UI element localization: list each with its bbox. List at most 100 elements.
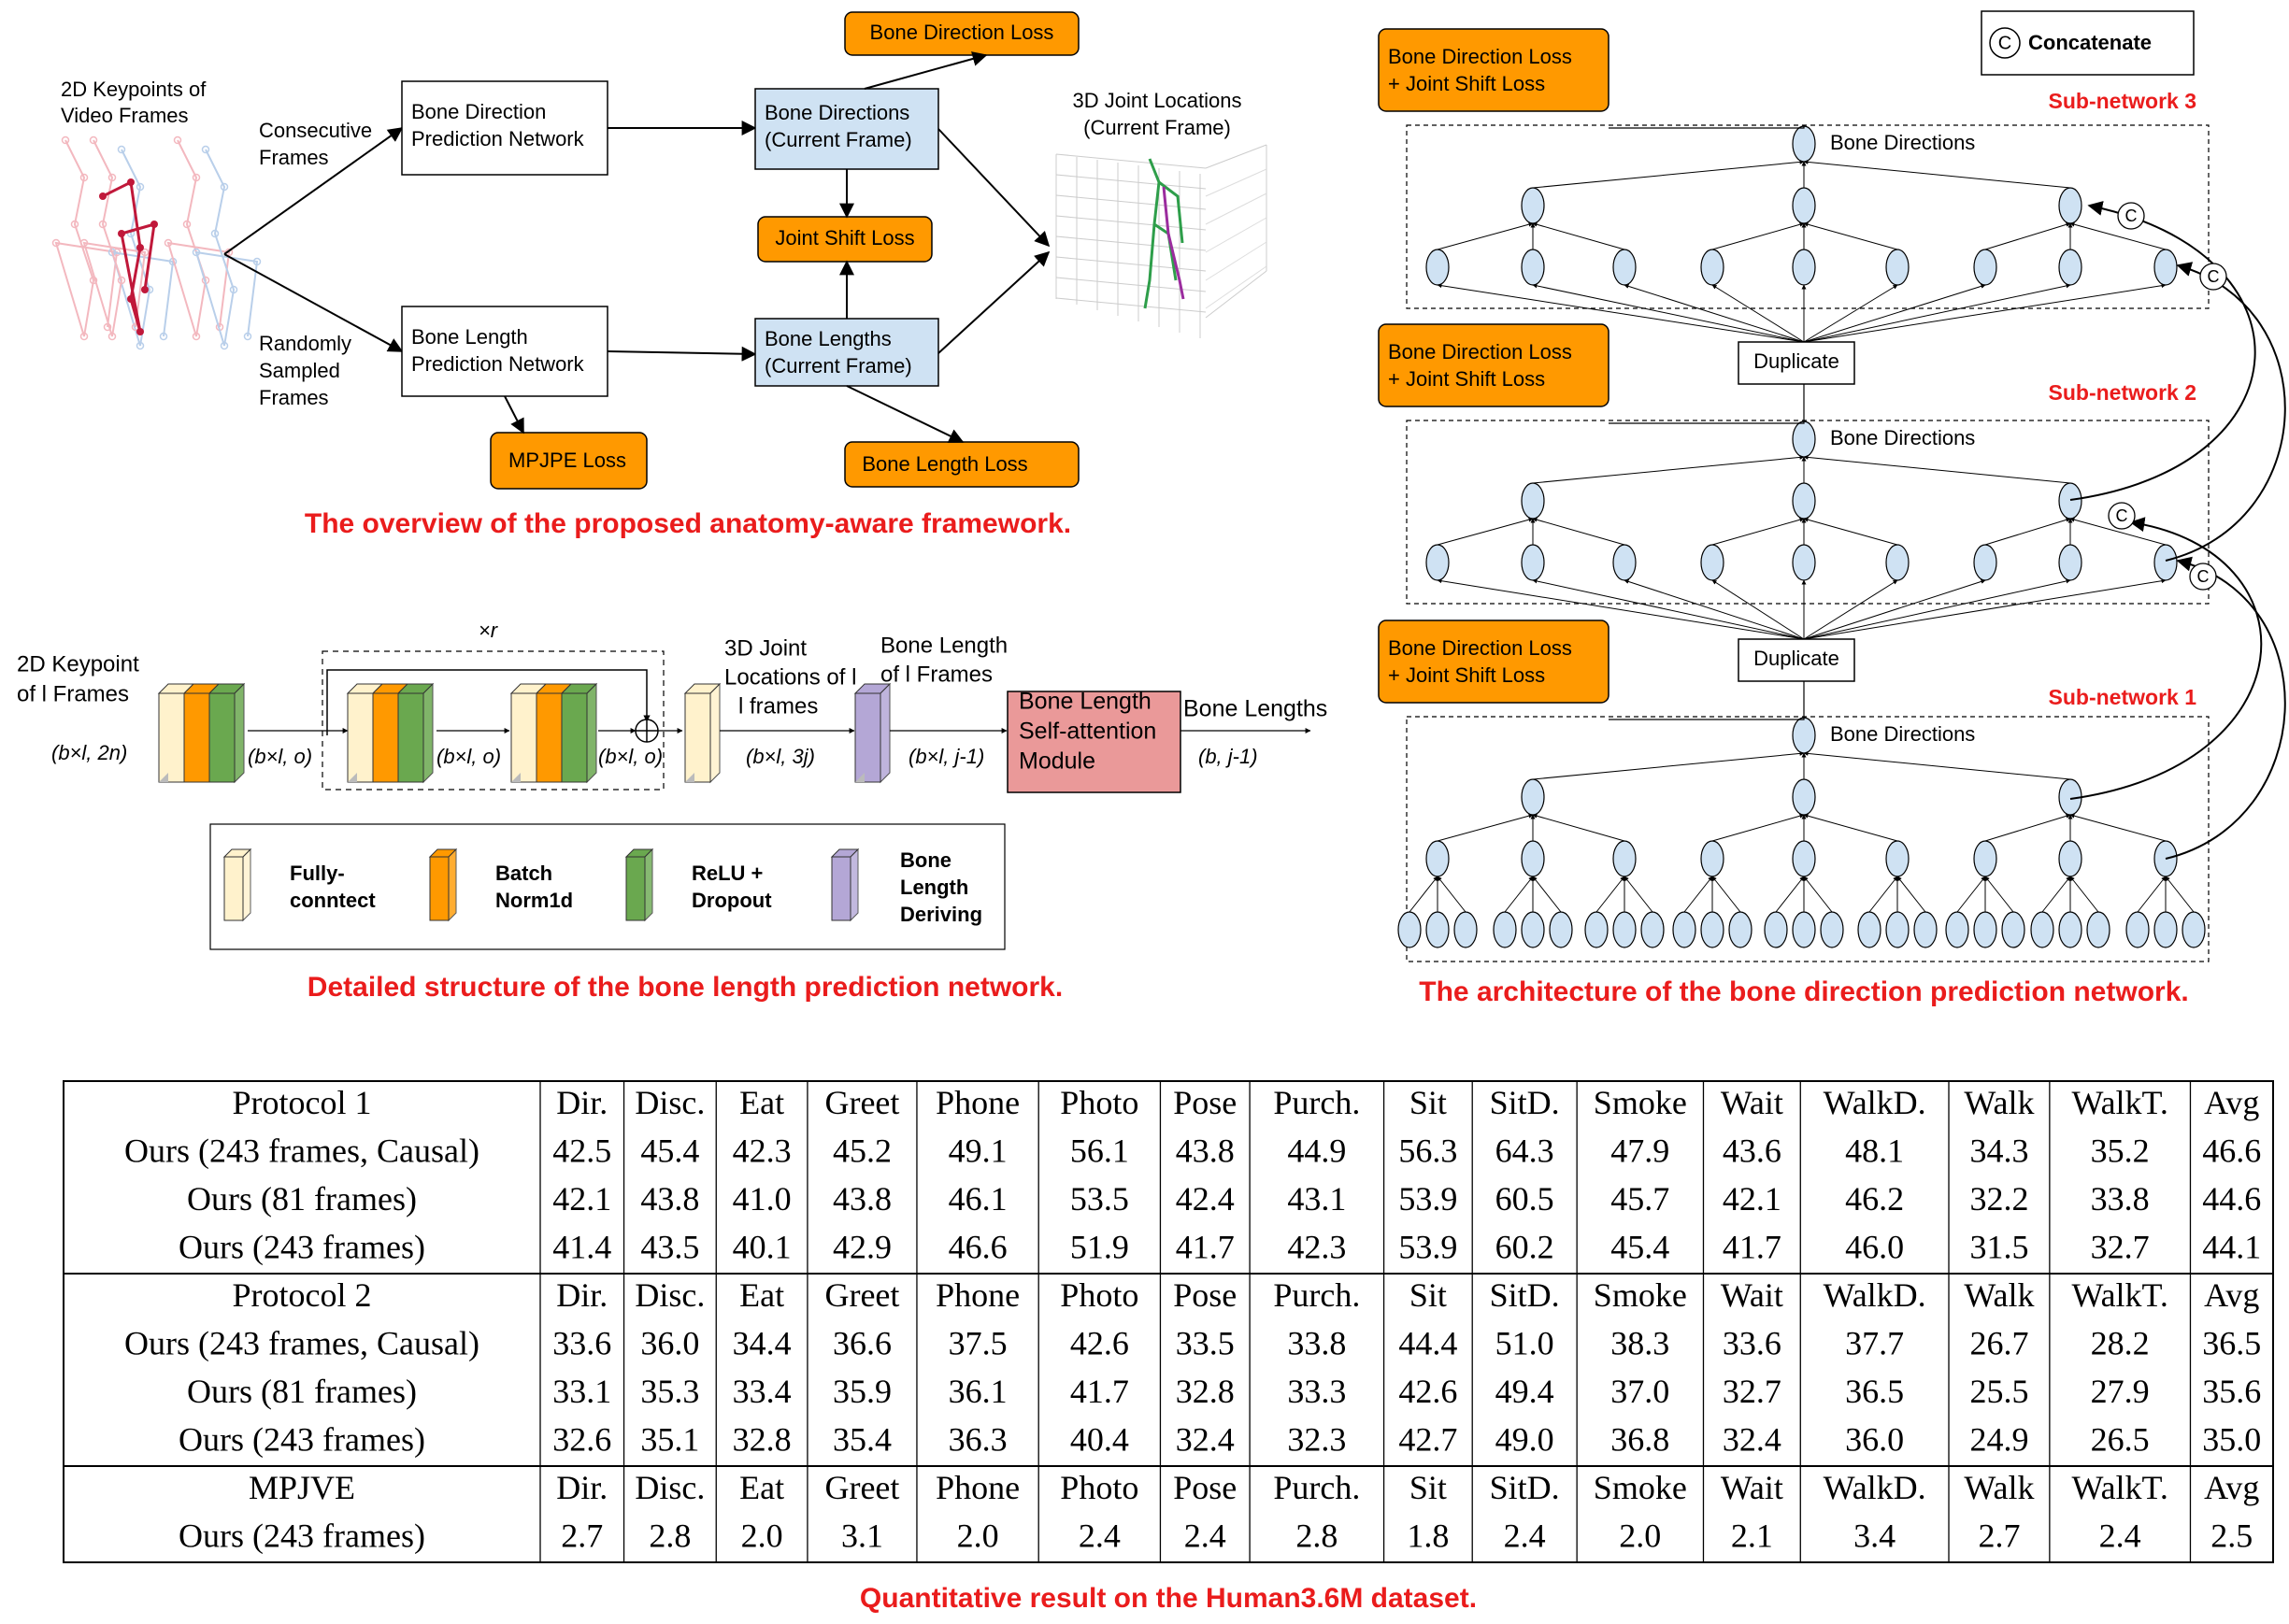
block-shadow: [685, 773, 694, 782]
legend-label-bone: Deriving: [900, 903, 982, 926]
leaf-node: [1493, 911, 1517, 948]
direction-loss-label: + Joint Shift Loss: [1388, 72, 1545, 95]
leaf-node: [1453, 911, 1478, 948]
value-cell: 42.4: [1176, 1180, 1235, 1218]
plot-gridline: [1205, 217, 1267, 253]
concatenate-icon-label: C: [1998, 33, 2011, 53]
table-row: Ours (243 frames, Causal) 33.6 36.0 34.4 36.…: [124, 1325, 2261, 1362]
leaf-node: [1913, 911, 1938, 948]
value-cell: 41.7: [1723, 1229, 1781, 1266]
legend-label-relu: ReLU +: [692, 862, 763, 885]
subnetwork-box: [1406, 420, 2210, 605]
row-label-cell: Ours (243 frames): [179, 1421, 425, 1459]
subnetwork-box: [1406, 716, 2210, 962]
value-cell: 31.5: [1969, 1229, 2028, 1266]
value-cell: 32.6: [552, 1421, 611, 1459]
arrow: [937, 250, 1051, 354]
value-cell: 56.1: [1070, 1133, 1129, 1170]
block-side: [880, 682, 891, 784]
middle-node: [1792, 778, 1816, 816]
value-cell: 43.8: [1176, 1133, 1235, 1170]
node-connection: [1504, 876, 1534, 913]
self-attention-module-label: Module: [1019, 748, 1095, 775]
node-connection: [1803, 813, 1898, 842]
repeat-label: ×r: [479, 619, 499, 642]
skeleton-joint: [182, 220, 192, 229]
concatenate-node: [2199, 263, 2227, 291]
lower-node: [1521, 544, 1545, 581]
random-frames-label: Randomly: [259, 332, 351, 355]
skeleton-joint: [164, 238, 173, 248]
column-header-cell: SitD.: [1490, 1469, 1560, 1506]
value-cell: 49.0: [1495, 1421, 1554, 1459]
skeleton-joint: [220, 182, 229, 192]
node-connection: [1803, 578, 2071, 640]
middle-node: [1792, 482, 1816, 520]
node-connection: [1803, 876, 1833, 913]
bone-length-label: Bone Length: [880, 633, 1008, 658]
joint-locations-label: 3D Joint: [724, 635, 807, 661]
column-header-cell: Phone: [936, 1276, 1020, 1314]
block-face: [397, 692, 424, 783]
subnetwork-label: Sub-network 3: [2049, 89, 2196, 113]
column-header-cell: Walk: [1964, 1469, 2034, 1506]
repeat-group-box: [322, 650, 665, 791]
node-connection: [2069, 517, 2167, 546]
bone-length-network-label: Bone Length: [411, 325, 528, 349]
lower-node: [2153, 249, 2178, 286]
value-cell: 40.1: [733, 1229, 792, 1266]
skeleton-joint: [118, 230, 125, 237]
leaf-node: [1549, 911, 1573, 948]
value-cell: 40.4: [1070, 1421, 1129, 1459]
value-cell: 2.7: [561, 1517, 603, 1555]
value-cell: 28.2: [2091, 1325, 2150, 1362]
lower-node: [1792, 249, 1816, 286]
middle-node: [1792, 187, 1816, 224]
block-face: [347, 692, 374, 783]
value-cell: 38.3: [1610, 1325, 1669, 1362]
value-cell: 46.1: [949, 1180, 1008, 1218]
skeleton-joint: [89, 135, 98, 145]
value-cell: 34.3: [1969, 1133, 2028, 1170]
lower-node: [1612, 544, 1637, 581]
dimension-label: (b×l, j-1): [908, 745, 984, 768]
leaf-node: [2182, 911, 2206, 948]
node-connection: [1984, 221, 2071, 250]
plot-gridline: [1055, 235, 1207, 251]
plot-gridline: [1205, 270, 1267, 319]
leaf-node: [1521, 911, 1545, 948]
root-node: [1792, 125, 1816, 163]
value-cell: 41.4: [552, 1229, 611, 1266]
legend-label-relu: Dropout: [692, 889, 772, 912]
skeleton-joint: [136, 341, 145, 350]
value-cell: 2.0: [741, 1517, 783, 1555]
direction-loss-label: Bone Direction Loss: [1388, 340, 1572, 363]
column-header-cell: Photo: [1060, 1469, 1138, 1506]
block-side: [422, 682, 434, 784]
concatenate-node: [2117, 202, 2145, 230]
value-cell: 25.5: [1969, 1373, 2028, 1410]
leaf-node: [1857, 911, 1881, 948]
value-cell: 2.7: [1978, 1517, 2020, 1555]
duplicate-box: [1738, 638, 1855, 682]
legend-swatch-side: [448, 848, 457, 922]
bone-direction-loss-box: [844, 11, 1080, 56]
value-cell: 26.7: [1969, 1325, 2028, 1362]
column-header-cell: Greet: [824, 1469, 899, 1506]
block-shadow: [348, 773, 357, 782]
middle-node: [1521, 778, 1545, 816]
keypoint-skeletons-image: [51, 135, 262, 350]
skeleton-limb: [166, 139, 231, 337]
leaf-node: [1612, 911, 1637, 948]
lower-node: [1612, 249, 1637, 286]
skip-connection: [2165, 556, 2286, 860]
block-side: [709, 682, 721, 784]
block-face: [684, 692, 711, 783]
plot-gridline: [1055, 153, 1207, 169]
leaf-node: [2030, 911, 2054, 948]
value-cell: 43.8: [640, 1180, 699, 1218]
node-connection: [1437, 813, 1534, 842]
value-cell: 2.4: [1184, 1517, 1226, 1555]
concatenate-icon: [1989, 27, 2021, 59]
value-cell: 60.2: [1495, 1229, 1554, 1266]
